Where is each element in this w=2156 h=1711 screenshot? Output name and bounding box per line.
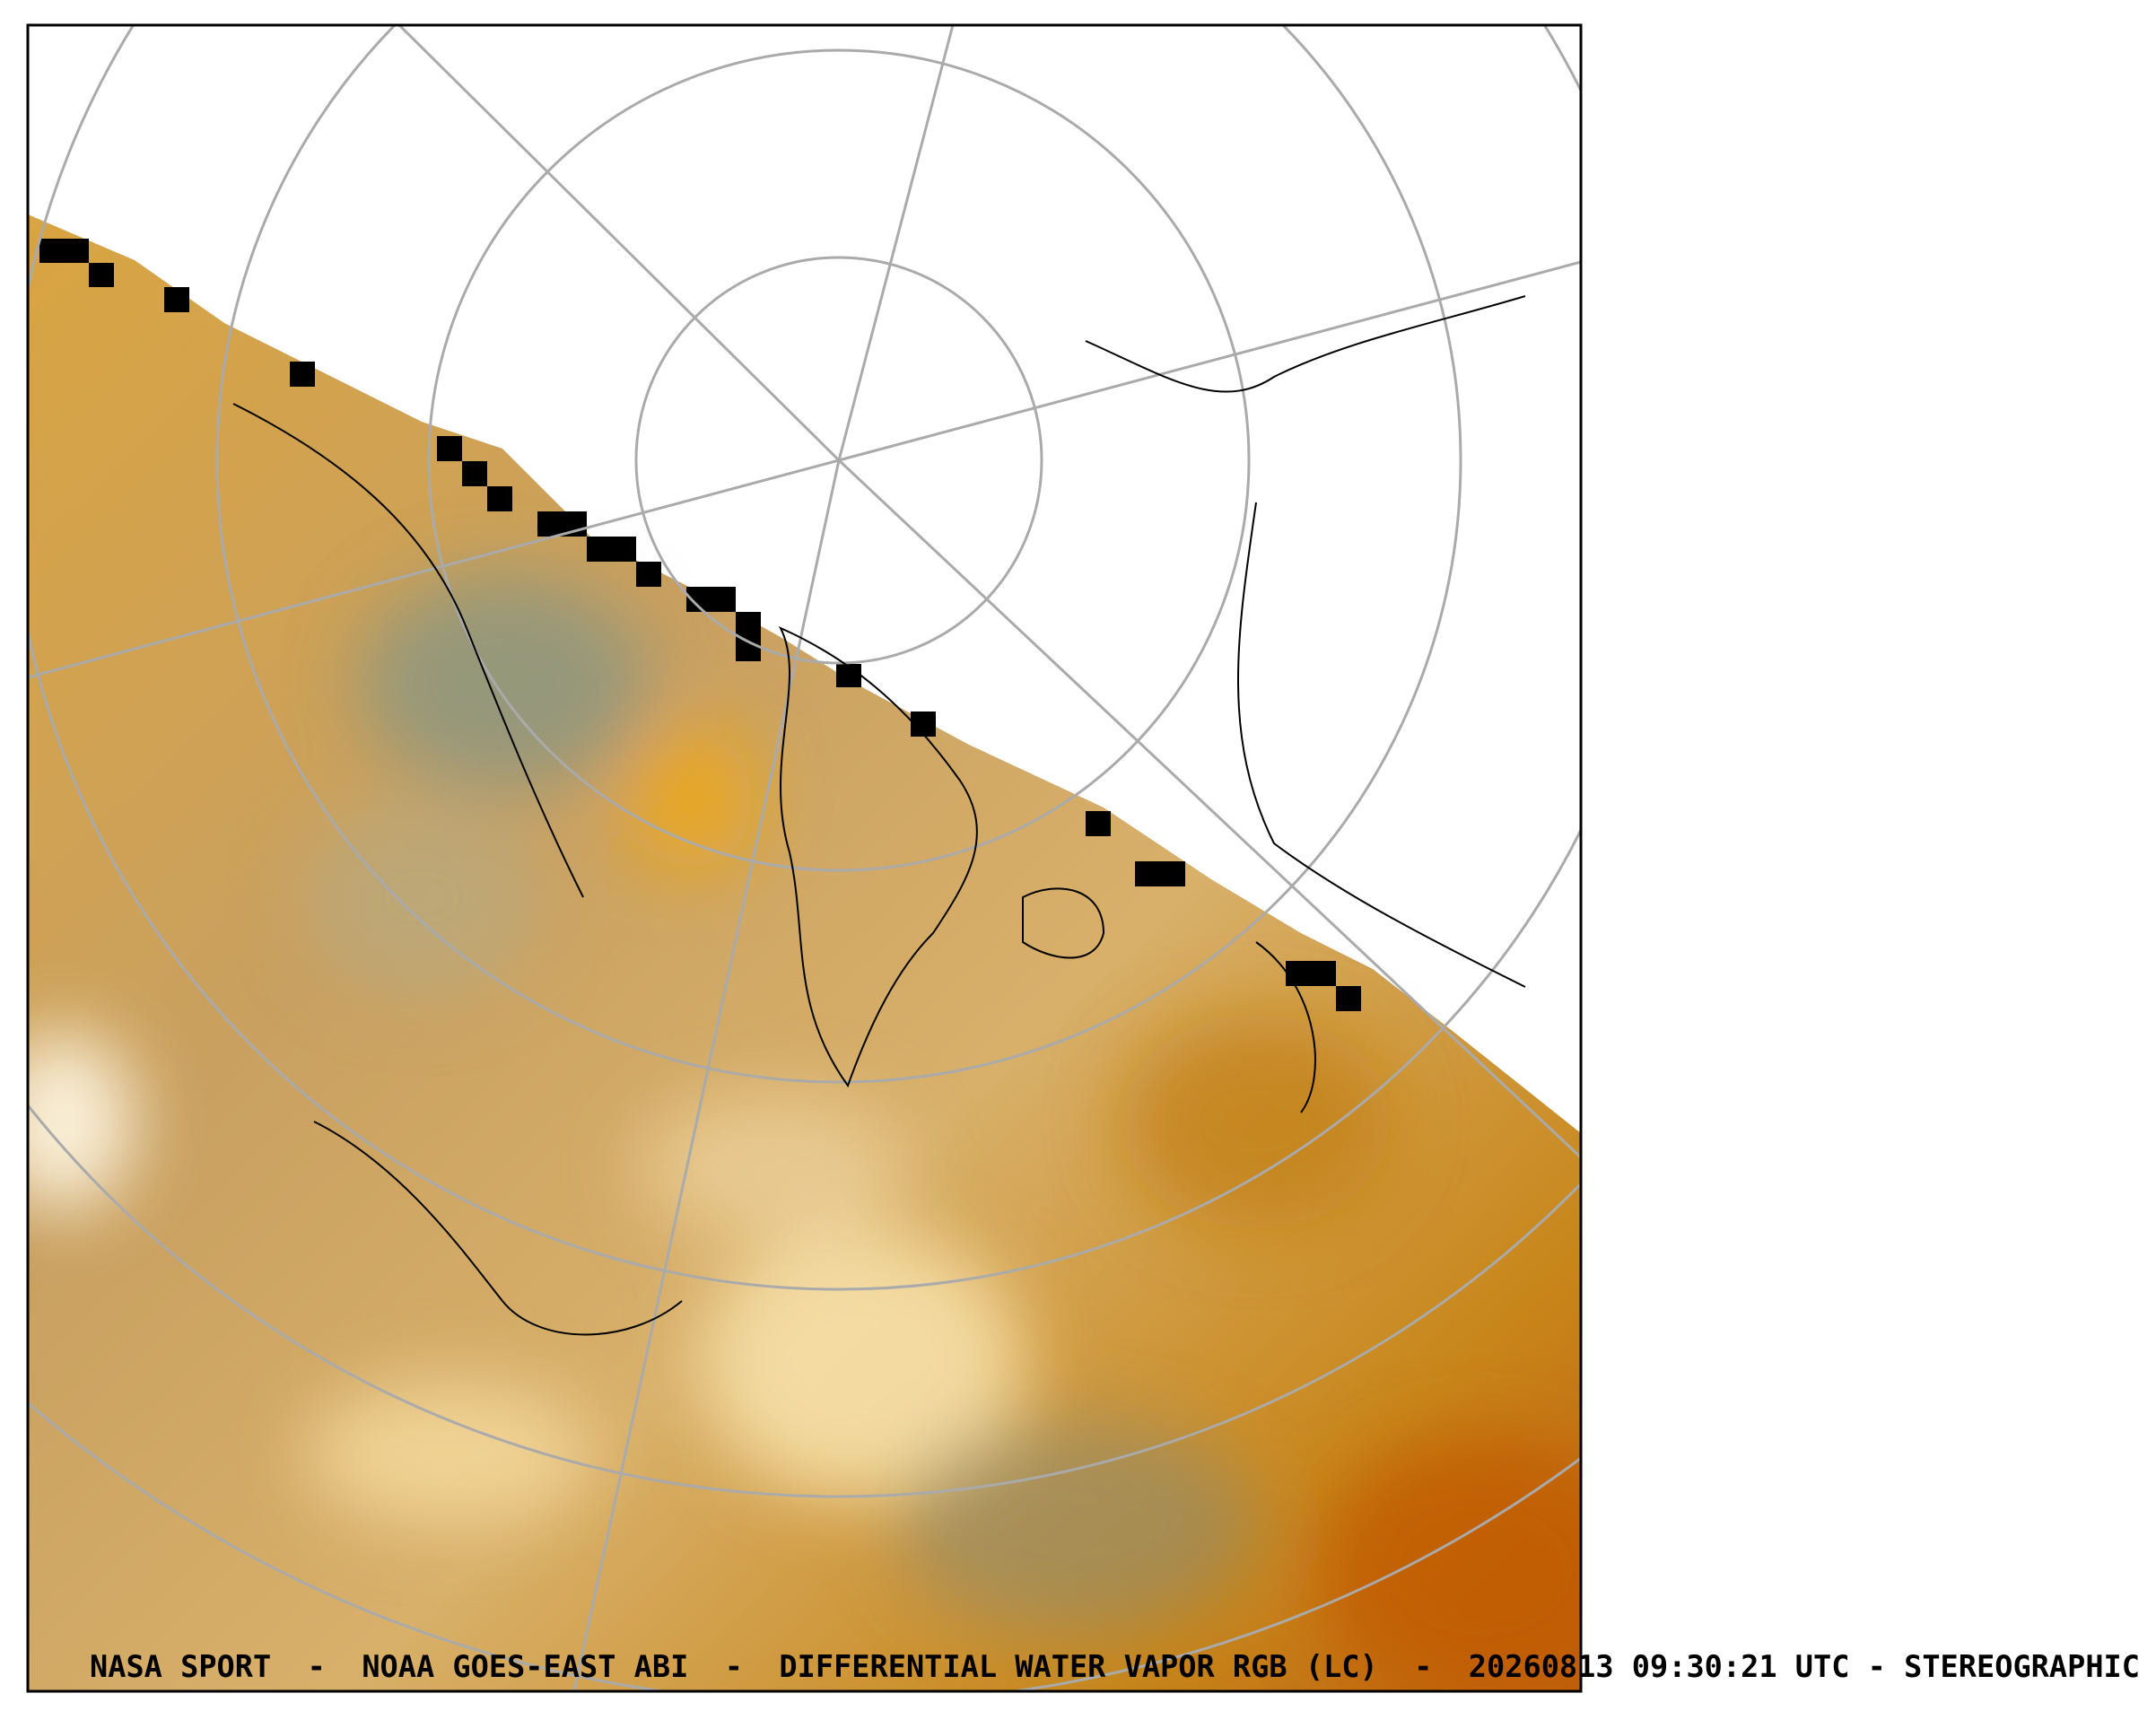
- map-frame: [26, 23, 1583, 1693]
- missing-data-pixels: [39, 239, 1361, 1011]
- water-vapor-field: [28, 214, 1581, 1691]
- imagery: [28, 25, 1581, 1691]
- moisture-patches: [28, 574, 1581, 1691]
- graticule: [28, 25, 1581, 1691]
- coastlines: [232, 295, 1526, 1336]
- caption: NASA SPORT - NOAA GOES-EAST ABI - DIFFER…: [90, 1649, 2140, 1685]
